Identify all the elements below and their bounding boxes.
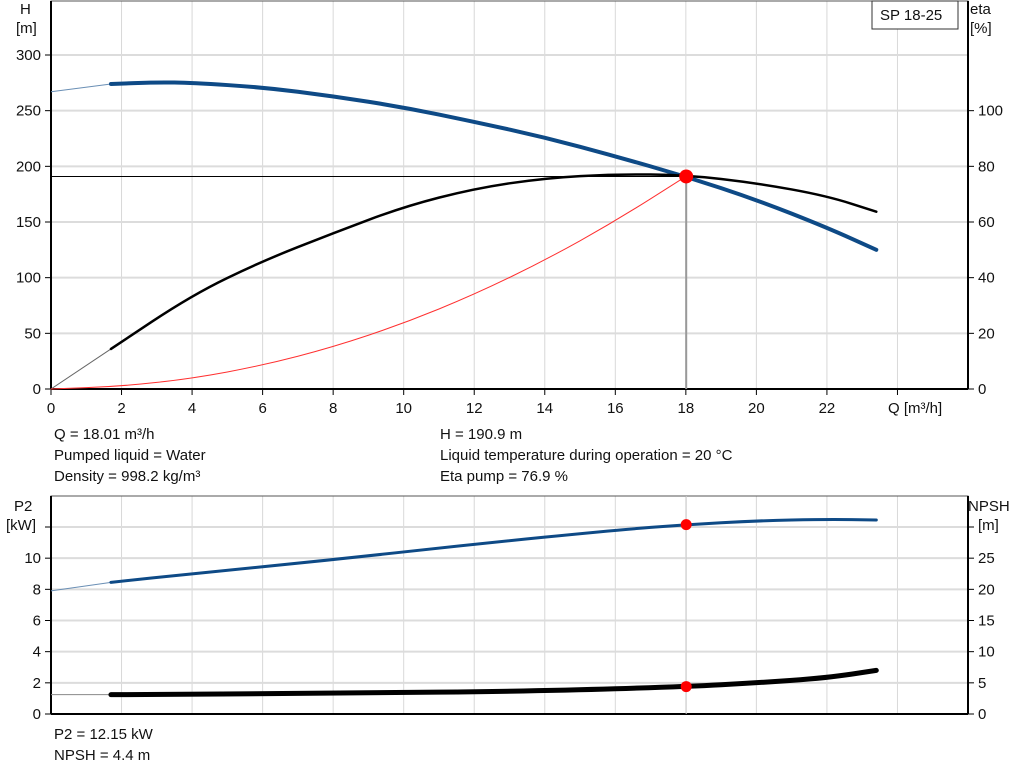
info-eta: Eta pump = 76.9 % xyxy=(440,468,568,485)
y-tick-label-left: 10 xyxy=(24,550,41,567)
info-right: H = 190.9 m Liquid temperature during op… xyxy=(440,424,732,487)
curve-p2 xyxy=(109,517,878,584)
x-tick-label: 12 xyxy=(466,400,483,417)
x-tick-label: 4 xyxy=(188,400,196,417)
y-tick-label-right: 100 xyxy=(978,103,1003,120)
x-tick-label: 22 xyxy=(819,400,836,417)
p2-axis-label: P2 xyxy=(14,498,32,515)
x-tick-label: 20 xyxy=(748,400,765,417)
npsh-axis-unit: [m] xyxy=(978,517,999,534)
q-axis-label: Q [m³/h] xyxy=(888,400,942,417)
y-tick-label-left: 0 xyxy=(33,706,41,723)
eta-axis-unit: [%] xyxy=(970,20,992,37)
y-tick-label-left: 8 xyxy=(33,581,41,598)
y-tick-label-right: 20 xyxy=(978,581,995,598)
info-bottom: P2 = 12.15 kW NPSH = 4.4 m xyxy=(54,724,153,766)
x-tick-label: 14 xyxy=(536,400,553,417)
y-tick-label-right: 10 xyxy=(978,644,995,661)
x-tick-label: 18 xyxy=(678,400,695,417)
duty-point-marker xyxy=(679,169,694,184)
info-p2: P2 = 12.15 kW xyxy=(54,726,153,743)
curve-extrapolation-eta xyxy=(50,348,112,390)
curve-system xyxy=(50,175,687,390)
info-head: H = 190.9 m xyxy=(440,426,523,443)
y-tick-label-right: 80 xyxy=(978,158,995,175)
y-tick-label-right: 0 xyxy=(978,706,986,723)
model-label: SP 18-25 xyxy=(880,7,942,24)
curve-extrapolation-p2 xyxy=(50,581,112,592)
duty-point-npsh-marker xyxy=(680,681,692,693)
y-tick-label-left: 4 xyxy=(33,644,41,661)
model-label-box xyxy=(871,0,959,30)
plot-frame xyxy=(50,0,969,390)
y-tick-label-right: 0 xyxy=(978,381,986,398)
x-tick-label: 8 xyxy=(329,400,337,417)
y-tick-label-left: 150 xyxy=(16,214,41,231)
y-tick-label-right: 40 xyxy=(978,270,995,287)
info-temperature: Liquid temperature during operation = 20… xyxy=(440,447,733,464)
h-axis-label: H xyxy=(20,1,31,18)
x-tick-label: 16 xyxy=(607,400,624,417)
info-npsh: NPSH = 4.4 m xyxy=(54,747,151,764)
y-tick-label-left: 250 xyxy=(16,103,41,120)
y-tick-label-left: 50 xyxy=(24,325,41,342)
y-tick-label-right: 5 xyxy=(978,675,986,692)
y-tick-label-right: 60 xyxy=(978,214,995,231)
h-axis-unit: [m] xyxy=(16,20,37,37)
info-flow: Q = 18.01 m³/h xyxy=(54,426,155,443)
info-liquid: Pumped liquid = Water xyxy=(54,447,206,464)
curve-h xyxy=(108,80,879,252)
curve-extrapolation-h xyxy=(50,83,112,93)
y-tick-label-left: 300 xyxy=(16,47,41,64)
x-tick-label: 10 xyxy=(395,400,412,417)
info-left: Q = 18.01 m³/h Pumped liquid = Water Den… xyxy=(54,424,206,487)
p2-axis-unit: [kW] xyxy=(6,517,36,534)
y-tick-label-right: 25 xyxy=(978,550,995,567)
y-tick-label-right: 15 xyxy=(978,613,995,630)
info-density: Density = 998.2 kg/m³ xyxy=(54,468,201,485)
duty-point-p2-marker xyxy=(680,519,692,531)
x-tick-label: 0 xyxy=(47,400,55,417)
eta-axis-label: eta xyxy=(970,1,992,18)
curve-npsh xyxy=(108,667,879,698)
y-tick-label-left: 200 xyxy=(16,158,41,175)
npsh-axis-label: NPSH xyxy=(968,498,1010,515)
y-tick-label-left: 2 xyxy=(33,675,41,692)
y-tick-label-left: 100 xyxy=(16,270,41,287)
x-tick-label: 2 xyxy=(117,400,125,417)
x-tick-label: 6 xyxy=(258,400,266,417)
curve-eta xyxy=(109,173,878,351)
y-tick-label-right: 20 xyxy=(978,325,995,342)
plot-frame xyxy=(50,495,969,715)
y-tick-label-left: 0 xyxy=(33,381,41,398)
y-tick-label-left: 6 xyxy=(33,613,41,630)
